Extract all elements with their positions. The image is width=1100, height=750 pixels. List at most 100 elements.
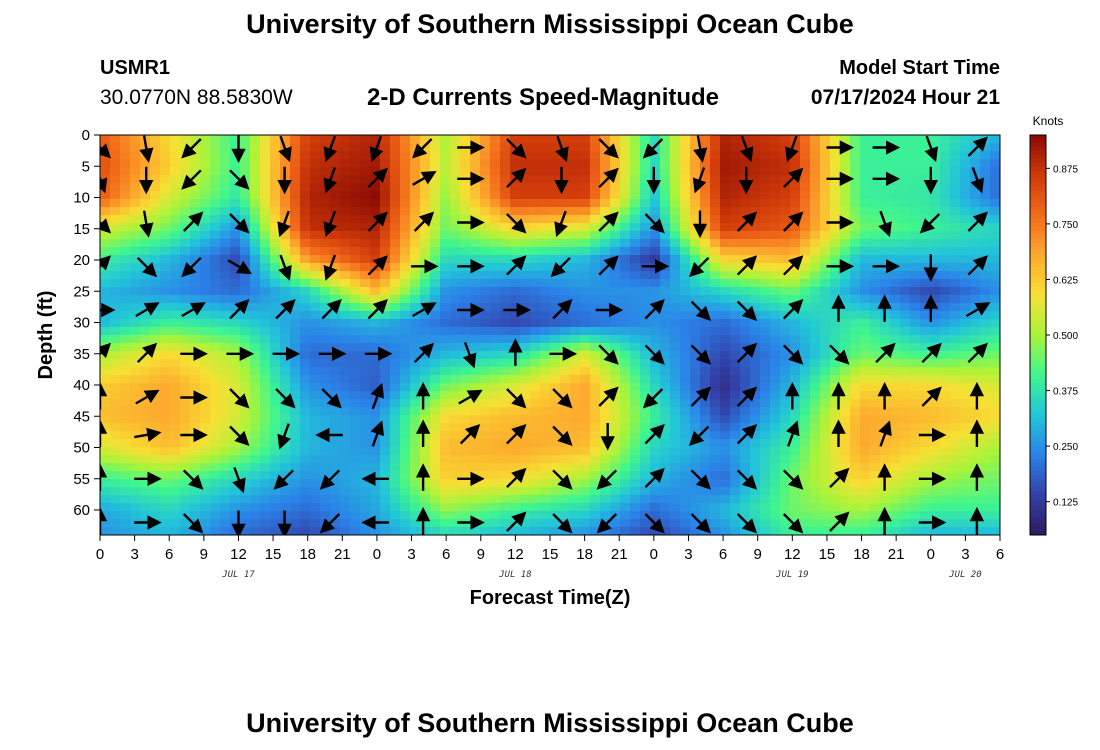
heatmap-cell [850, 423, 861, 432]
heatmap-cell [910, 455, 921, 464]
heatmap-cell [340, 383, 351, 392]
heatmap-cell [260, 415, 271, 424]
heatmap-cell [820, 407, 831, 416]
heatmap-cell [890, 199, 901, 208]
heatmap-cell [240, 455, 251, 464]
heatmap-cell [620, 527, 631, 535]
heatmap-cell [100, 247, 111, 256]
heatmap-cell [290, 407, 301, 416]
heatmap-cell [730, 247, 741, 256]
heatmap-cell [530, 375, 541, 384]
heatmap-cell [610, 463, 621, 472]
heatmap-cell [230, 471, 241, 480]
heatmap-cell [930, 191, 941, 200]
colorbar-segment [1030, 259, 1046, 264]
heatmap-cell [180, 287, 191, 296]
heatmap-cell [580, 231, 591, 240]
heatmap-cell [840, 367, 851, 376]
heatmap-cell [120, 407, 131, 416]
heatmap-cell [170, 207, 181, 216]
heatmap-cell [480, 407, 491, 416]
heatmap-cell [680, 143, 691, 152]
heatmap-cell [400, 327, 411, 336]
heatmap-cell [960, 207, 971, 216]
heatmap-cell [730, 503, 741, 512]
heatmap-cell [370, 343, 381, 352]
heatmap-cell [450, 175, 461, 184]
heatmap-cell [160, 255, 171, 264]
heatmap-cell [890, 391, 901, 400]
heatmap-cell [320, 199, 331, 208]
heatmap-cell [330, 191, 341, 200]
heatmap-cell [190, 207, 201, 216]
heatmap-cell [950, 431, 961, 440]
heatmap-cell [200, 167, 211, 176]
heatmap-cell [840, 479, 851, 488]
heatmap-cell [400, 215, 411, 224]
heatmap-cell [380, 135, 391, 144]
heatmap-cell [820, 319, 831, 328]
heatmap-cell [410, 519, 421, 528]
heatmap-cell [170, 471, 181, 480]
heatmap-cell [680, 415, 691, 424]
heatmap-cell [590, 351, 601, 360]
x-axis: 0 3 6 9 12 15 18 21 0 3 6 9 12 15 18 21 0 3 6 9 12 15 18 21 0 3 6J… [96, 535, 1004, 580]
heatmap-cell [870, 447, 881, 456]
heatmap-cell [200, 335, 211, 344]
heatmap-cell [390, 191, 401, 200]
heatmap-cell [570, 479, 581, 488]
heatmap-cell [350, 175, 361, 184]
heatmap-cell [300, 359, 311, 368]
heatmap-cell [340, 391, 351, 400]
heatmap-cell [100, 479, 111, 488]
heatmap-cell [480, 439, 491, 448]
heatmap-cell [900, 167, 911, 176]
heatmap-cell [350, 263, 361, 272]
heatmap-cell [410, 199, 421, 208]
heatmap-cell [810, 295, 821, 304]
heatmap-cell [250, 375, 261, 384]
heatmap-cell [200, 455, 211, 464]
heatmap-cell [320, 247, 331, 256]
heatmap-cell [540, 255, 551, 264]
heatmap-cell [340, 487, 351, 496]
heatmap-cell [770, 423, 781, 432]
heatmap-cell [200, 287, 211, 296]
heatmap-cell [340, 271, 351, 280]
heatmap-cell [810, 375, 821, 384]
heatmap-cell [160, 231, 171, 240]
heatmap-cell [590, 159, 601, 168]
heatmap-cell [550, 415, 561, 424]
heatmap-cell [500, 471, 511, 480]
heatmap-cell [160, 239, 171, 248]
colorbar-segment [1030, 167, 1046, 172]
heatmap-cell [280, 319, 291, 328]
heatmap-cell [890, 415, 901, 424]
heatmap-cell [590, 287, 601, 296]
heatmap-cell [710, 407, 721, 416]
heatmap-cell [770, 391, 781, 400]
heatmap-cell [720, 279, 731, 288]
heatmap-cell [740, 367, 751, 376]
heatmap-cell [400, 295, 411, 304]
heatmap-cell [420, 247, 431, 256]
heatmap-cell [290, 447, 301, 456]
heatmap-cell [650, 367, 661, 376]
heatmap-cell [870, 359, 881, 368]
heatmap-cell [340, 343, 351, 352]
heatmap-cell [810, 495, 821, 504]
heatmap-cell [360, 415, 371, 424]
heatmap-cell [440, 175, 451, 184]
heatmap-cell [320, 159, 331, 168]
heatmap-cell [970, 463, 981, 472]
colorbar-segment [1030, 147, 1046, 152]
heatmap-cell [740, 207, 751, 216]
heatmap-cell [680, 487, 691, 496]
heatmap-cell [490, 415, 501, 424]
heatmap-cell [320, 415, 331, 424]
heatmap-cell [720, 415, 731, 424]
heatmap-cell [410, 287, 421, 296]
heatmap-cell [690, 343, 701, 352]
heatmap-cell [390, 479, 401, 488]
heatmap-cell [500, 167, 511, 176]
